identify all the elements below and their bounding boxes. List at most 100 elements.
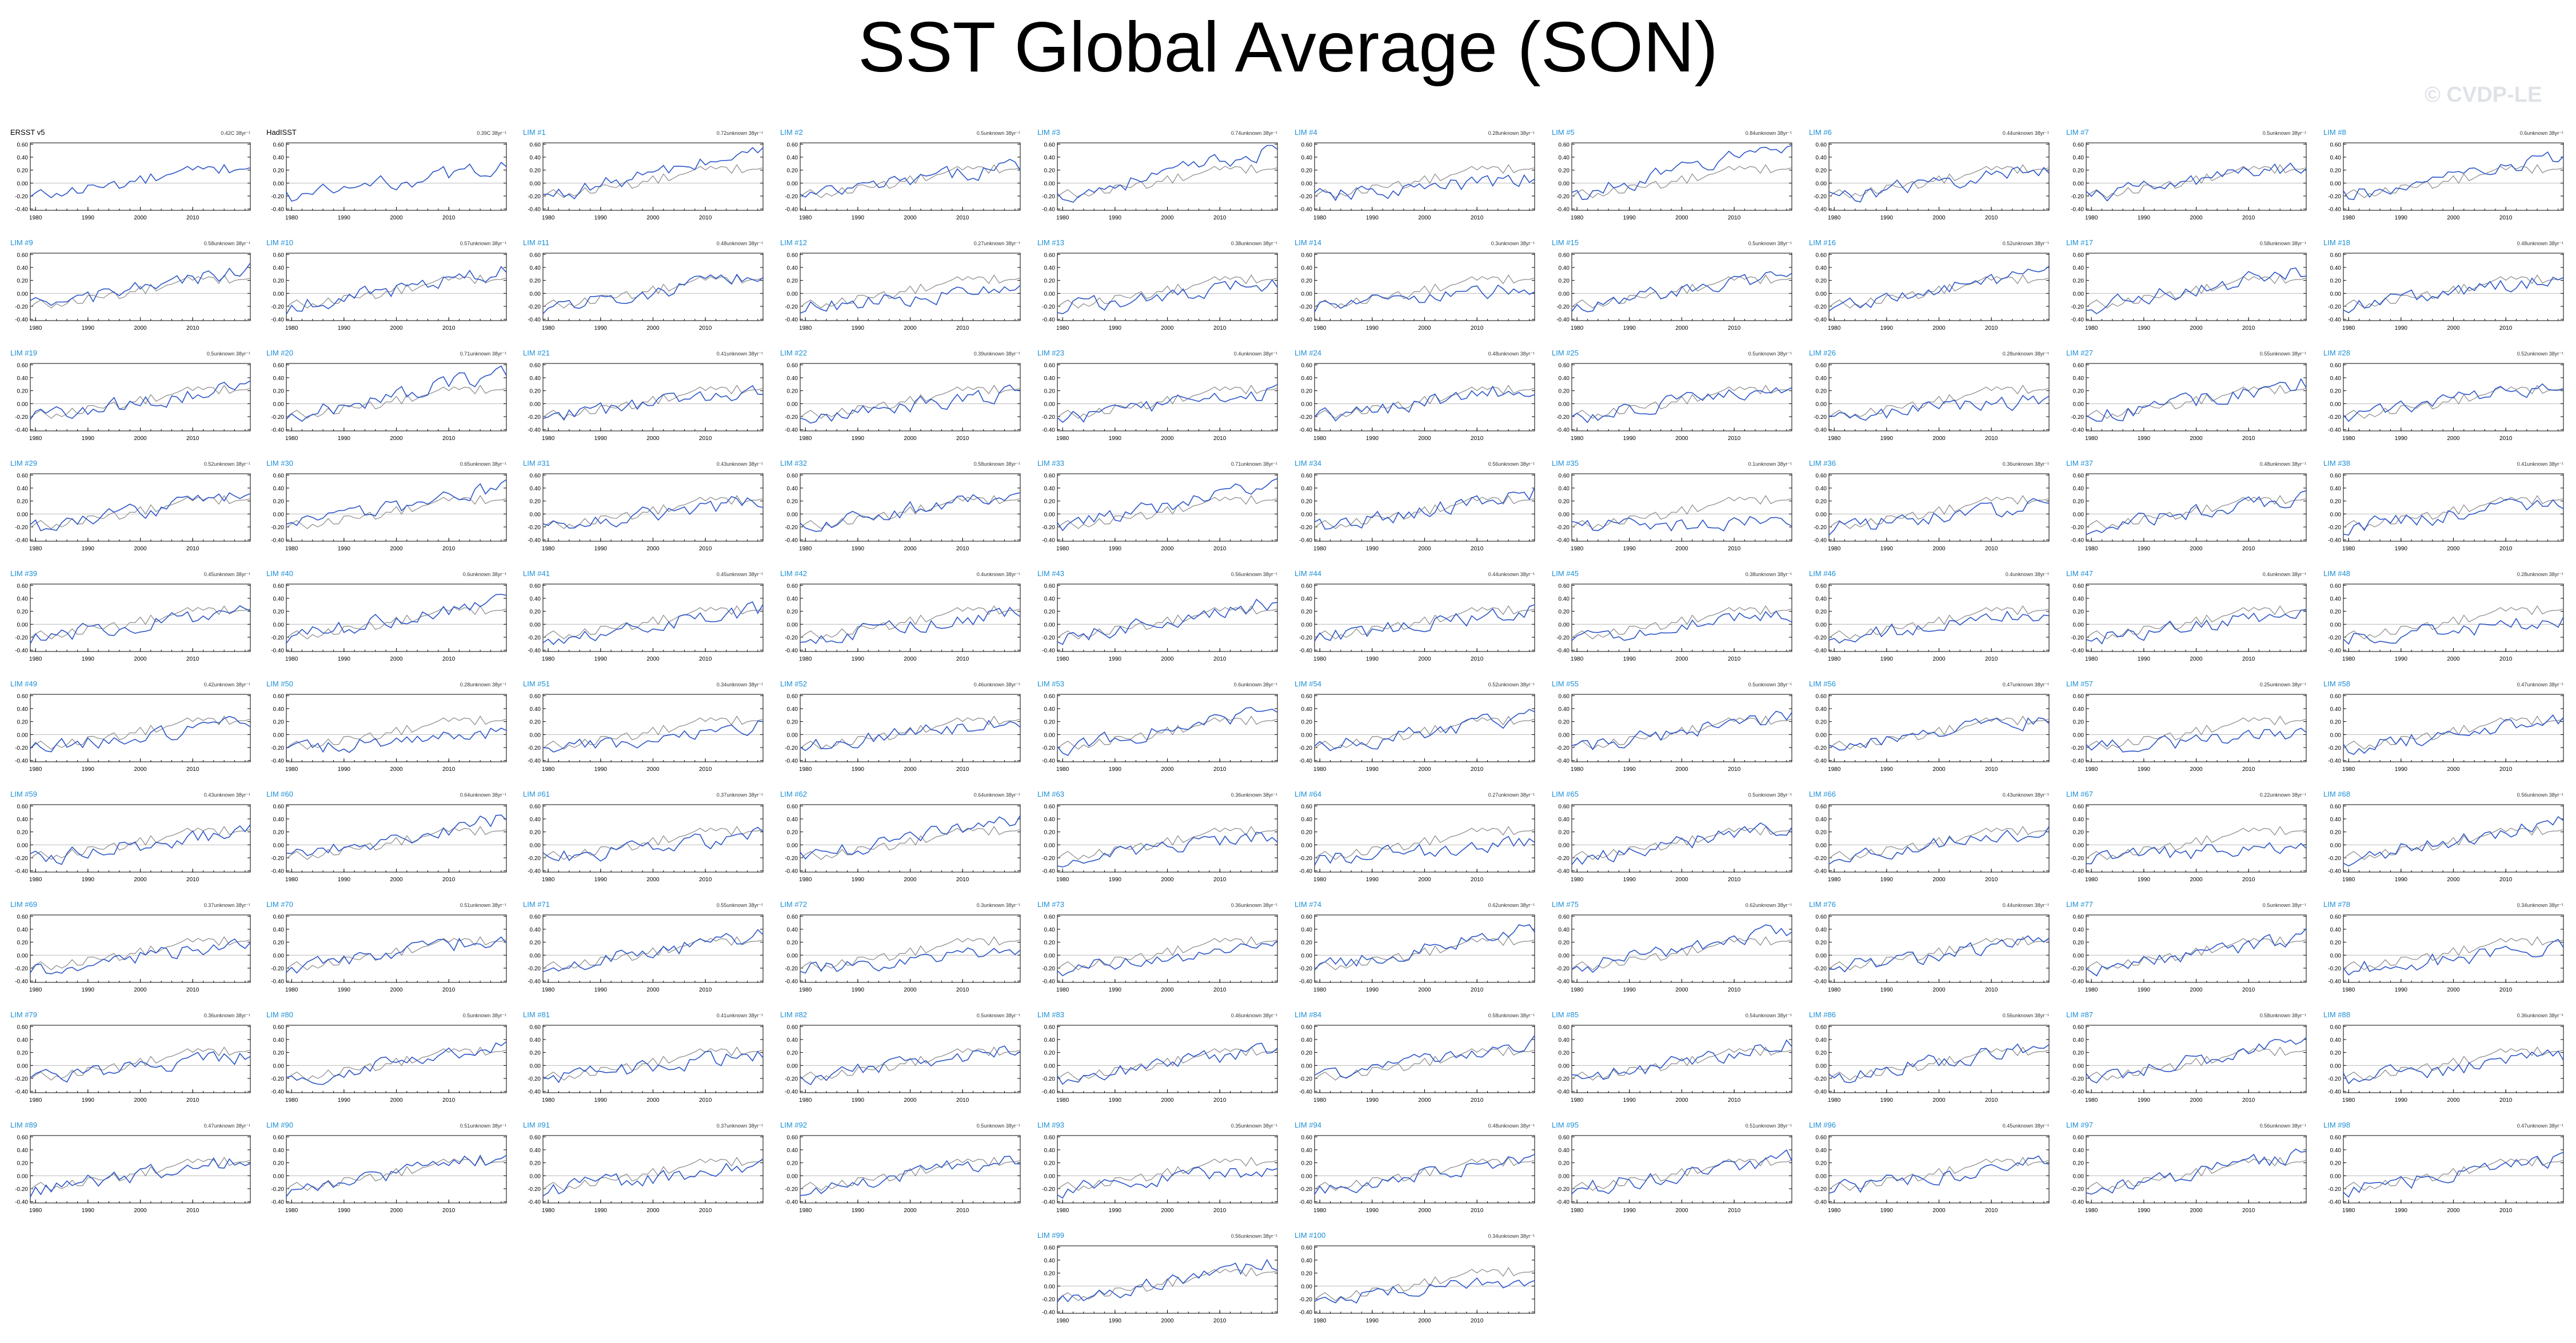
- plot-frame: [1314, 583, 1535, 652]
- y-tick-label: -0.20: [1299, 745, 1312, 752]
- y-tick-label: -0.40: [1814, 979, 1827, 985]
- y-tick-label: -0.20: [1042, 414, 1055, 421]
- y-tick-label: 0.60: [1044, 362, 1056, 369]
- chart-panel: LIM #87 0.58unknown 38yr⁻¹ -0.40 -0.20 0.00 0…: [2060, 1008, 2318, 1117]
- member-series-line: [2343, 816, 2564, 867]
- member-series-line: [1314, 385, 1535, 422]
- x-tick-label: 2000: [1161, 877, 1174, 883]
- panel-trend: 0.4unknown 38yr⁻¹: [2263, 571, 2306, 577]
- x-tick-label: 1990: [2138, 435, 2151, 442]
- y-tick-label: 0.00: [17, 732, 29, 738]
- x-tick-label: 1990: [594, 1097, 608, 1104]
- x-tick-label: 1990: [1109, 546, 1122, 552]
- panel-trend: 0.5unknown 38yr⁻¹: [463, 1013, 506, 1018]
- panel-trend: 0.52unknown 38yr⁻¹: [2517, 351, 2563, 357]
- x-tick-label: 1980: [2342, 1097, 2355, 1104]
- y-tick-label: -0.40: [271, 317, 284, 323]
- x-tick-label: 1980: [1313, 766, 1327, 773]
- chart-panel: LIM #54 0.52unknown 38yr⁻¹ -0.40 -0.20 0.00 0…: [1289, 677, 1546, 786]
- panel-label: LIM #67: [2066, 790, 2093, 798]
- chart-panel: LIM #85 0.54unknown 38yr⁻¹ -0.40 -0.20 0.00 0…: [1546, 1008, 1803, 1117]
- y-tick-label: -0.20: [2328, 745, 2341, 752]
- y-tick-label: 0.00: [17, 181, 29, 187]
- panel-trend: 0.37unknown 38yr⁻¹: [204, 902, 250, 908]
- y-tick-label: 0.00: [530, 511, 541, 518]
- y-tick-label: 0.20: [1559, 499, 1570, 505]
- y-tick-label: -0.40: [1042, 538, 1055, 544]
- x-tick-label: 2010: [699, 987, 712, 993]
- y-tick-label: 0.40: [17, 817, 29, 823]
- x-tick-label: 1980: [1571, 766, 1584, 773]
- observation-series-line: [286, 385, 507, 419]
- y-tick-label: 0.00: [273, 953, 285, 959]
- y-tick-label: -0.20: [1556, 1076, 1569, 1082]
- y-tick-label: 0.00: [273, 511, 285, 518]
- panel-trend: 0.56unknown 38yr⁻¹: [2003, 1013, 2049, 1018]
- x-tick-label: 1990: [1880, 766, 1894, 773]
- y-tick-label: -0.40: [271, 979, 284, 985]
- plot-frame: [30, 253, 251, 321]
- y-tick-label: 0.40: [2073, 486, 2084, 492]
- chart-panel: LIM #86 0.56unknown 38yr⁻¹ -0.40 -0.20 0.00 0…: [1803, 1008, 2060, 1117]
- panel-label: LIM #51: [523, 680, 550, 688]
- member-series-line: [2086, 609, 2307, 645]
- observation-series-line: [2086, 385, 2307, 419]
- x-tick-label: 2000: [2447, 656, 2460, 662]
- y-tick-label: -0.40: [2071, 427, 2084, 434]
- y-tick-label: -0.20: [1814, 1076, 1827, 1082]
- x-tick-label: 1990: [2395, 877, 2408, 883]
- x-tick-label: 1980: [799, 766, 812, 773]
- x-tick-label: 2010: [1985, 987, 1998, 993]
- panel-label: LIM #16: [1809, 238, 1836, 247]
- y-tick-label: 0.00: [2073, 732, 2084, 738]
- panel-svg: LIM #17 0.58unknown 38yr⁻¹-0.40-0.200.000…: [2066, 238, 2307, 331]
- x-tick-label: 1980: [2085, 325, 2098, 331]
- y-tick-label: 0.40: [2073, 817, 2084, 823]
- plot-frame: [542, 1025, 764, 1093]
- y-tick-label: 0.20: [530, 1050, 541, 1057]
- observation-series-line: [800, 936, 1021, 970]
- y-tick-label: 0.00: [787, 732, 798, 738]
- x-tick-label: 2000: [904, 546, 917, 552]
- observation-series-line: [542, 1046, 764, 1081]
- panel-svg: LIM #42 0.4unknown 38yr⁻¹-0.40-0.200.000.…: [780, 569, 1021, 662]
- plot-frame: [1828, 363, 2050, 431]
- x-tick-label: 2000: [134, 766, 147, 773]
- x-tick-label: 1980: [1313, 1097, 1327, 1104]
- y-tick-label: 0.20: [17, 389, 29, 395]
- panel-trend: 0.44unknown 38yr⁻¹: [1488, 571, 1535, 577]
- member-series-line: [2086, 378, 2307, 422]
- x-tick-label: 2010: [442, 766, 456, 773]
- x-tick-label: 2000: [390, 1097, 403, 1104]
- panel-trend: 0.4unknown 38yr⁻¹: [2006, 571, 2049, 577]
- x-tick-label: 2010: [2242, 877, 2255, 883]
- observation-series-line: [1057, 716, 1278, 750]
- y-tick-label: 0.60: [1044, 804, 1056, 810]
- member-series-line: [1314, 604, 1535, 642]
- y-tick-label: -0.20: [1299, 966, 1312, 972]
- panel-label: LIM #20: [266, 349, 293, 357]
- x-tick-label: 2010: [1213, 546, 1227, 552]
- y-tick-label: -0.40: [2328, 427, 2341, 434]
- y-tick-label: -0.20: [1299, 304, 1312, 310]
- y-tick-label: 0.60: [2073, 142, 2084, 148]
- y-tick-label: 0.20: [2330, 499, 2342, 505]
- y-tick-label: -0.20: [1814, 856, 1827, 862]
- y-tick-label: 0.00: [1301, 1063, 1313, 1069]
- x-tick-label: 2000: [390, 766, 403, 773]
- y-tick-label: 0.60: [1301, 1024, 1313, 1030]
- chart-panel: LIM #89 0.47unknown 38yr⁻¹ -0.40 -0.20 0.00 0…: [5, 1118, 262, 1227]
- member-series-line: [1314, 1035, 1535, 1079]
- y-tick-label: 0.40: [2073, 927, 2084, 933]
- y-tick-label: 0.40: [1559, 817, 1570, 823]
- panel-trend: 0.28unknown 38yr⁻¹: [1488, 130, 1535, 136]
- x-tick-label: 2010: [2242, 435, 2255, 442]
- x-tick-label: 1990: [852, 877, 865, 883]
- y-tick-label: -0.40: [1299, 317, 1312, 323]
- panel-svg: LIM #28 0.52unknown 38yr⁻¹-0.40-0.200.000…: [2323, 349, 2564, 442]
- observation-series-line: [800, 716, 1021, 750]
- y-tick-label: -0.20: [15, 966, 28, 972]
- x-tick-label: 1990: [594, 325, 608, 331]
- plot-frame: [2343, 694, 2564, 762]
- y-tick-label: 0.20: [1816, 278, 1827, 285]
